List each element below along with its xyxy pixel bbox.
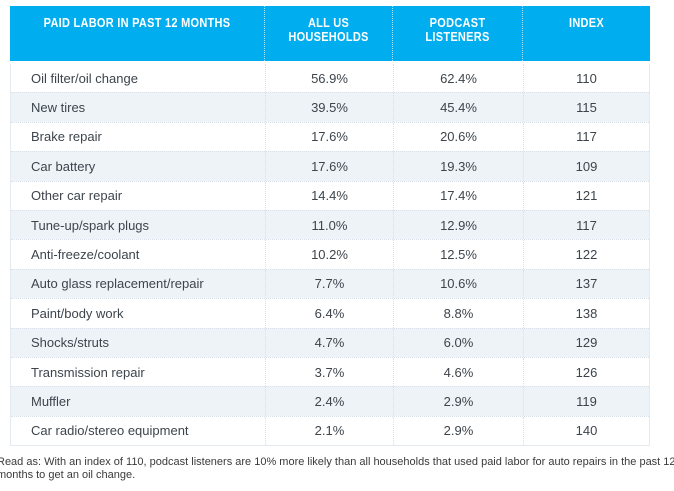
all-us-value: 39.5% [266, 93, 394, 122]
podcast-value: 6.0% [394, 328, 524, 357]
row-label: Auto glass replacement/repair [11, 269, 266, 299]
table-row: Oil filter/oil change 56.9% 62.4% 110 [11, 64, 649, 93]
footnote: Read as: With an index of 110, podcast l… [0, 456, 674, 481]
row-label: Muffler [11, 387, 266, 416]
all-us-value: 3.7% [266, 357, 394, 387]
header-cell-paid-labor: PAID LABOR IN PAST 12 MONTHS [10, 6, 265, 61]
index-value: 140 [575, 423, 598, 439]
index-value: 137 [575, 276, 598, 292]
table-row: Car radio/stereo equipment 2.1% 2.9% 140 [11, 415, 649, 446]
table-row: Muffler 2.4% 2.9% 119 [11, 386, 649, 416]
podcast-value: 12.5% [394, 240, 524, 269]
index-value: 122 [575, 247, 598, 263]
header-label: PAID LABOR IN PAST 12 MONTHS [43, 16, 231, 30]
row-label: New tires [11, 93, 266, 122]
index-value: 110 [576, 70, 597, 86]
podcast-value: 4.6% [394, 357, 524, 387]
all-us-value: 17.6% [266, 152, 394, 181]
all-us-value: 11.0% [266, 210, 394, 240]
index-value: 129 [575, 335, 598, 351]
index-value: 109 [575, 158, 598, 174]
table-row: Tune-up/spark plugs 11.0% 12.9% 117 [11, 209, 649, 240]
podcast-value: 12.9% [394, 210, 524, 240]
paid-labor-table: PAID LABOR IN PAST 12 MONTHS ALL US HOUS… [10, 6, 650, 447]
row-label: Other car repair [11, 181, 266, 210]
table-body: Oil filter/oil change 56.9% 62.4% 110 New ti… [10, 64, 650, 447]
all-us-value: 14.4% [266, 181, 394, 210]
table-row: New tires 39.5% 45.4% 115 [11, 92, 649, 122]
podcast-value: 10.6% [394, 269, 524, 299]
header-label: INDEX [569, 16, 604, 30]
header-cell-index: INDEX [523, 6, 650, 61]
all-us-value: 17.6% [266, 122, 394, 152]
row-label: Car battery [11, 152, 266, 181]
table-row: Car battery 17.6% 19.3% 109 [11, 151, 649, 181]
table-row: Other car repair 14.4% 17.4% 121 [11, 180, 649, 210]
header-label: ALL US HOUSEHOLDS [288, 16, 369, 44]
all-us-value: 2.1% [266, 416, 394, 446]
table-row: Transmission repair 3.7% 4.6% 126 [11, 356, 649, 387]
row-label: Brake repair [11, 122, 266, 152]
footnote-line-2: months to get an oil change. [0, 468, 136, 481]
table-row: Auto glass replacement/repair 7.7% 10.6% 13… [11, 268, 649, 299]
all-us-value: 7.7% [266, 269, 394, 299]
footnote-line-1: Read as: With an index of 110, podcast l… [0, 456, 674, 468]
podcast-value: 2.9% [394, 387, 524, 416]
podcast-value: 62.4% [394, 64, 524, 93]
index-value: 119 [576, 393, 597, 409]
row-label: Transmission repair [11, 357, 266, 387]
index-value: 117 [576, 217, 597, 233]
table-row: Shocks/struts 4.7% 6.0% 129 [11, 327, 649, 357]
index-value: 115 [576, 100, 597, 116]
all-us-value: 10.2% [266, 240, 394, 269]
table-row: Paint/body work 6.4% 8.8% 138 [11, 298, 649, 328]
table-row: Anti-freeze/coolant 10.2% 12.5% 122 [11, 239, 649, 269]
podcast-value: 17.4% [394, 181, 524, 210]
podcast-value: 8.8% [394, 299, 524, 328]
all-us-value: 6.4% [266, 299, 394, 328]
all-us-value: 2.4% [266, 387, 394, 416]
row-label: Oil filter/oil change [11, 64, 266, 93]
podcast-value: 2.9% [394, 416, 524, 446]
header-cell-all-us-households: ALL US HOUSEHOLDS [265, 6, 393, 61]
row-label: Car radio/stereo equipment [11, 416, 266, 446]
all-us-value: 4.7% [266, 328, 394, 357]
table-header-row: PAID LABOR IN PAST 12 MONTHS ALL US HOUS… [10, 6, 650, 61]
row-label: Tune-up/spark plugs [11, 210, 266, 240]
index-value: 121 [575, 188, 598, 204]
index-value: 126 [575, 364, 598, 380]
row-label: Anti-freeze/coolant [11, 240, 266, 269]
table-row: Brake repair 17.6% 20.6% 117 [11, 121, 649, 152]
index-value: 138 [575, 305, 598, 321]
podcast-value: 45.4% [394, 93, 524, 122]
row-label: Paint/body work [11, 299, 266, 328]
header-cell-podcast-listeners: PODCAST LISTENERS [393, 6, 523, 61]
index-value: 117 [576, 129, 597, 145]
all-us-value: 56.9% [266, 64, 394, 93]
podcast-value: 20.6% [394, 122, 524, 152]
row-label: Shocks/struts [11, 328, 266, 357]
header-label: PODCAST LISTENERS [425, 16, 490, 44]
podcast-value: 19.3% [394, 152, 524, 181]
